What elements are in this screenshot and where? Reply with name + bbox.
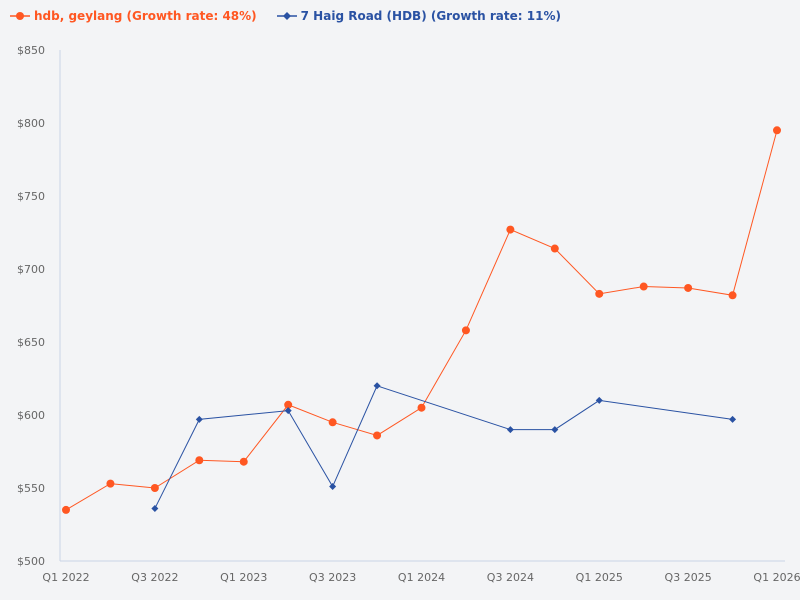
data-point [106, 479, 115, 488]
data-point [595, 396, 603, 404]
data-point [684, 283, 693, 292]
data-point [506, 225, 515, 234]
series-line-1 [154, 385, 733, 509]
data-point [195, 415, 203, 423]
data-point [150, 484, 159, 492]
y-tick-label: $550 [17, 482, 45, 495]
data-point [62, 505, 70, 514]
x-tick-label: Q1 2022 [42, 571, 89, 584]
data-point [284, 407, 292, 415]
data-point [728, 291, 737, 300]
y-tick-label: $800 [17, 117, 45, 130]
legend: hdb, geylang (Growth rate: 48%) 7 Haig R… [10, 9, 561, 23]
data-point [417, 403, 426, 412]
x-tick-label: Q3 2024 [487, 571, 534, 584]
y-tick-label: $500 [17, 555, 45, 568]
data-point [373, 382, 381, 390]
data-point [151, 504, 159, 512]
x-tick-label: Q3 2022 [131, 571, 178, 584]
x-tick-label: Q3 2025 [665, 571, 712, 584]
y-tick-label: $650 [17, 336, 45, 349]
data-point [773, 126, 781, 135]
data-point [328, 418, 337, 427]
data-point [461, 326, 470, 335]
data-point [595, 289, 604, 298]
legend-label: hdb, geylang (Growth rate: 48%) [34, 9, 257, 23]
circle-marker-icon [10, 12, 30, 20]
x-tick-label: Q1 2026 [753, 571, 800, 584]
y-tick-label: $850 [17, 44, 45, 57]
legend-label: 7 Haig Road (HDB) (Growth rate: 11%) [300, 9, 561, 23]
x-tick-label: Q1 2023 [220, 571, 267, 584]
data-point [550, 244, 559, 253]
diamond-marker-icon [276, 12, 297, 20]
data-point [373, 431, 382, 440]
data-point [506, 426, 514, 434]
y-tick-label: $750 [17, 190, 45, 203]
data-point [329, 483, 337, 491]
data-point [551, 426, 559, 434]
data-point [284, 400, 293, 409]
legend-item-haig-road[interactable]: 7 Haig Road (HDB) (Growth rate: 11%) [276, 9, 561, 23]
x-tick-label: Q1 2024 [398, 571, 445, 584]
y-tick-label: $600 [17, 409, 45, 422]
series-line-0 [65, 130, 778, 511]
data-point [729, 415, 737, 423]
data-point [195, 456, 204, 465]
legend-item-geylang[interactable]: hdb, geylang (Growth rate: 48%) [10, 9, 257, 23]
x-tick-label: Q1 2025 [576, 571, 623, 584]
x-tick-label: Q3 2023 [309, 571, 356, 584]
data-point [239, 457, 248, 466]
y-tick-label: $700 [17, 263, 45, 276]
data-point [639, 282, 648, 291]
